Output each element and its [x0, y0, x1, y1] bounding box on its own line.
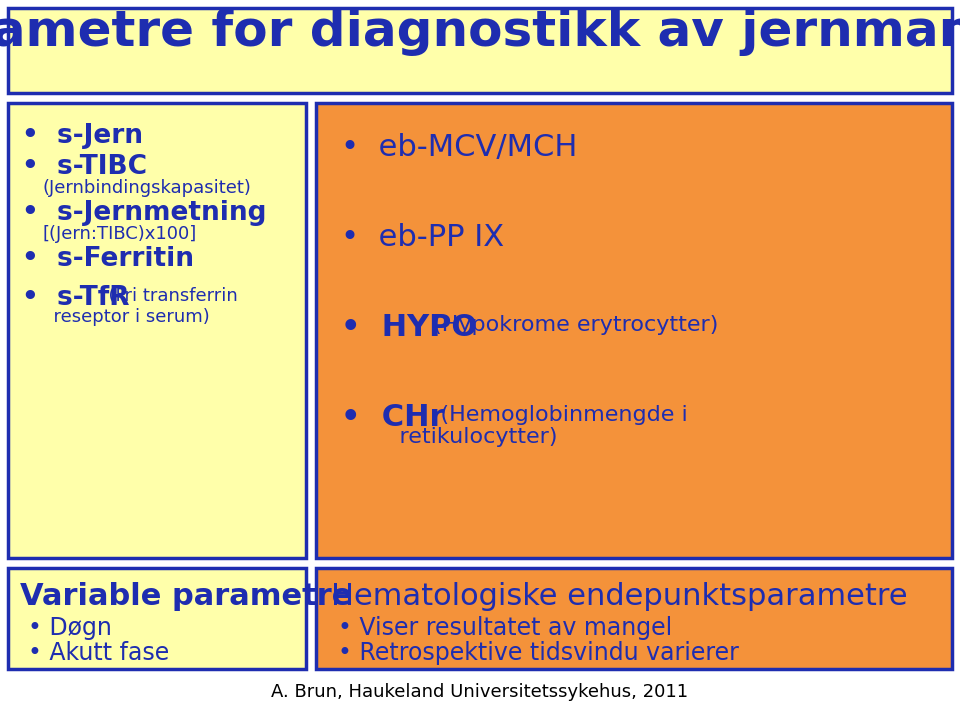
Text: Variable parametre: Variable parametre	[20, 582, 352, 611]
Text: •  s-Jernmetning: • s-Jernmetning	[22, 200, 267, 226]
Text: •  s-Ferritin: • s-Ferritin	[22, 246, 194, 272]
Text: •  eb-MCV/MCH: • eb-MCV/MCH	[341, 133, 577, 162]
Text: Hematologiske endepunktsparametre: Hematologiske endepunktsparametre	[331, 582, 907, 611]
Bar	[316, 103, 952, 558]
Text: (Jernbindingskapasitet): (Jernbindingskapasitet)	[42, 179, 251, 197]
Text: (Hemoglobinmengde i: (Hemoglobinmengde i	[412, 405, 687, 425]
Text: (Hypokrome erytrocytter): (Hypokrome erytrocytter)	[425, 315, 718, 335]
Bar	[8, 103, 306, 558]
Text: [(Jern:TIBC)x100]: [(Jern:TIBC)x100]	[42, 225, 196, 243]
Text: • Akutt fase: • Akutt fase	[28, 641, 169, 665]
Text: • Døgn: • Døgn	[28, 616, 112, 640]
Text: •  s-TfR: • s-TfR	[22, 285, 130, 311]
Text: Parametre for diagnostikk av jernmangel: Parametre for diagnostikk av jernmangel	[0, 9, 960, 57]
Text: • Viser resultatet av mangel: • Viser resultatet av mangel	[338, 616, 672, 640]
Text: (Fri transferrin: (Fri transferrin	[97, 287, 238, 305]
Bar	[316, 568, 952, 669]
Text: retikulocytter): retikulocytter)	[371, 427, 558, 447]
Text: •  HYPO: • HYPO	[341, 313, 477, 342]
Bar	[8, 8, 952, 93]
Text: •  s-Jern: • s-Jern	[22, 123, 143, 149]
Text: •  s-TIBC: • s-TIBC	[22, 154, 147, 180]
Text: •  CHr: • CHr	[341, 403, 444, 432]
Bar	[8, 568, 306, 669]
Text: A. Brun, Haukeland Universitetssykehus, 2011: A. Brun, Haukeland Universitetssykehus, …	[272, 683, 688, 701]
Text: reseptor i serum): reseptor i serum)	[42, 308, 209, 326]
Text: •  eb-PP IX: • eb-PP IX	[341, 223, 504, 252]
Text: • Retrospektive tidsvindu varierer: • Retrospektive tidsvindu varierer	[338, 641, 739, 665]
